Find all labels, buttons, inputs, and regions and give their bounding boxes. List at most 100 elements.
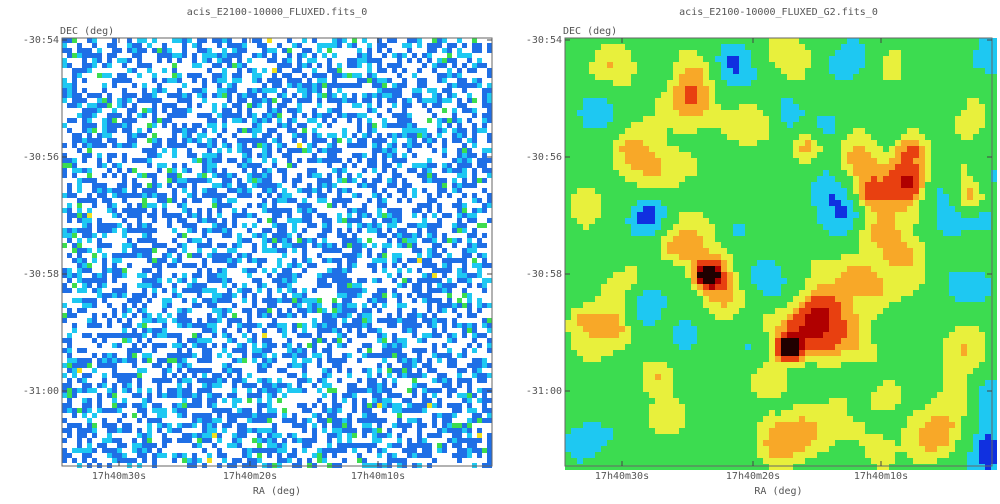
pixel [967, 92, 973, 98]
pixel [382, 203, 387, 208]
pixel [107, 153, 112, 158]
pixel [462, 268, 467, 273]
pixel [317, 98, 322, 103]
pixel [202, 373, 207, 378]
pixel [192, 398, 197, 403]
pixel [472, 168, 477, 173]
pixel [382, 343, 387, 348]
pixel [402, 458, 407, 463]
pixel [457, 443, 462, 448]
pixel [312, 428, 317, 433]
pixel [162, 78, 167, 83]
pixel [202, 283, 207, 288]
pixel [727, 86, 733, 92]
pixel [482, 303, 487, 308]
pixel [212, 138, 217, 143]
pixel [342, 353, 347, 358]
pixel [62, 428, 67, 433]
pixel [427, 158, 432, 163]
pixel [227, 158, 232, 163]
pixel [407, 198, 412, 203]
pixel [367, 213, 372, 218]
pixel [397, 118, 402, 123]
pixel [649, 80, 655, 86]
pixel [457, 118, 462, 123]
pixel [412, 388, 417, 393]
pixel [317, 193, 322, 198]
pixel [102, 103, 107, 108]
pixel [477, 208, 482, 213]
pixel [252, 448, 257, 453]
pixel [332, 268, 337, 273]
pixel [287, 53, 292, 58]
pixel [182, 43, 187, 48]
pixel [477, 363, 482, 368]
pixel [901, 98, 907, 104]
pixel [182, 123, 187, 128]
pixel [342, 323, 347, 328]
pixel [252, 243, 257, 248]
pixel [895, 110, 901, 116]
pixel [643, 104, 649, 110]
pixel [162, 258, 167, 263]
pixel [919, 104, 925, 110]
pixel [142, 188, 147, 193]
pixel [132, 248, 137, 253]
pixel [192, 458, 197, 463]
pixel [462, 378, 467, 383]
pixel [167, 313, 172, 318]
pixel [347, 308, 352, 313]
pixel [92, 138, 97, 143]
pixel [67, 93, 72, 98]
pixel [152, 138, 157, 143]
pixel [197, 133, 202, 138]
pixel [297, 103, 302, 108]
pixel [257, 353, 262, 358]
pixel [312, 153, 317, 158]
pixel [232, 368, 237, 373]
pixel [122, 453, 127, 458]
pixel [327, 438, 332, 443]
pixel [327, 248, 332, 253]
pixel [457, 238, 462, 243]
pixel [991, 44, 997, 50]
pixel [302, 198, 307, 203]
pixel [77, 228, 82, 233]
pixel [197, 178, 202, 183]
pixel [217, 413, 222, 418]
pixel [272, 188, 277, 193]
pixel [432, 403, 437, 408]
pixel [317, 103, 322, 108]
pixel [372, 438, 377, 443]
pixel [317, 283, 322, 288]
pixel [257, 78, 262, 83]
pixel [207, 313, 212, 318]
pixel [202, 263, 207, 268]
pixel [297, 108, 302, 113]
pixel [367, 263, 372, 268]
pixel [227, 248, 232, 253]
pixel [282, 383, 287, 388]
pixel [487, 418, 492, 423]
pixel [853, 110, 859, 116]
pixel [107, 433, 112, 438]
pixel [949, 74, 955, 80]
pixel [437, 253, 442, 258]
pixel [679, 74, 685, 80]
pixel [467, 393, 472, 398]
pixel [182, 458, 187, 463]
pixel [457, 128, 462, 133]
pixel [97, 188, 102, 193]
pixel [487, 398, 492, 403]
pixel [417, 288, 422, 293]
pixel [167, 363, 172, 368]
pixel [252, 278, 257, 283]
pixel [62, 123, 67, 128]
pixel [781, 50, 787, 56]
pixel [412, 448, 417, 453]
pixel [87, 448, 92, 453]
pixel [392, 453, 397, 458]
pixel [643, 74, 649, 80]
pixel [332, 258, 337, 263]
pixel [727, 74, 733, 80]
